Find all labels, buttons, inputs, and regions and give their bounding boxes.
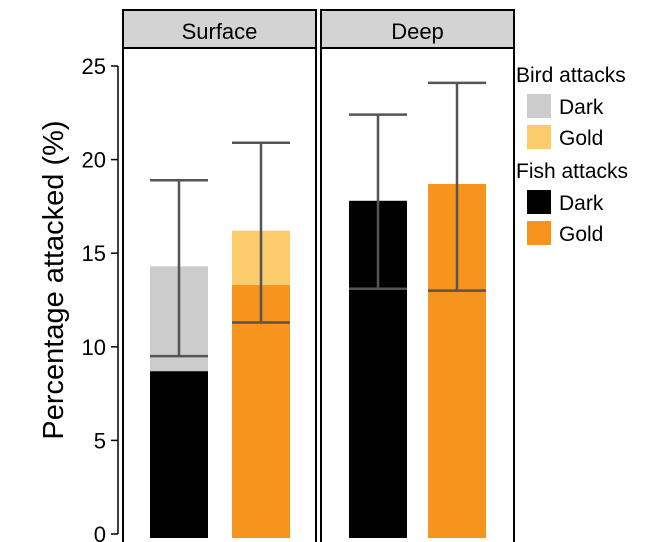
bar-fish-gold <box>232 285 290 538</box>
y-tick-label: 20 <box>82 148 106 173</box>
bar-fish-dark <box>150 371 208 538</box>
legend-swatch <box>527 221 551 245</box>
y-tick-label: 5 <box>94 428 106 453</box>
legend-item-label: Dark <box>559 192 604 215</box>
panel-title: Surface <box>182 19 258 44</box>
y-axis: 0 5 10 15 20 25 <box>82 54 119 542</box>
panel-deep: Deep <box>320 9 515 542</box>
y-tick-label: 25 <box>82 54 106 79</box>
y-axis-label: Percentage attacked (%) <box>38 120 70 439</box>
legend-swatch <box>527 94 551 118</box>
y-tick-label: 10 <box>82 335 106 360</box>
legend: Bird attacks Dark Gold Fish attacks Dark Gold <box>516 64 628 246</box>
legend-item-label: Gold <box>559 127 603 150</box>
legend-swatch <box>527 190 551 214</box>
legend-swatch <box>527 125 551 149</box>
chart-panels: Surface Deep <box>122 9 515 542</box>
legend-group-title: Bird attacks <box>516 64 626 87</box>
panel-title: Deep <box>391 19 444 44</box>
panel-strip <box>320 9 515 49</box>
legend-group-title: Fish attacks <box>516 160 628 183</box>
panel-frame <box>320 47 515 542</box>
legend-item-label: Gold <box>559 223 603 246</box>
y-tick-label: 15 <box>82 241 106 266</box>
panel-surface: Surface <box>122 9 317 542</box>
panel-frame <box>122 47 317 542</box>
legend-item-label: Dark <box>559 96 604 119</box>
y-tick-label: 0 <box>94 522 106 542</box>
